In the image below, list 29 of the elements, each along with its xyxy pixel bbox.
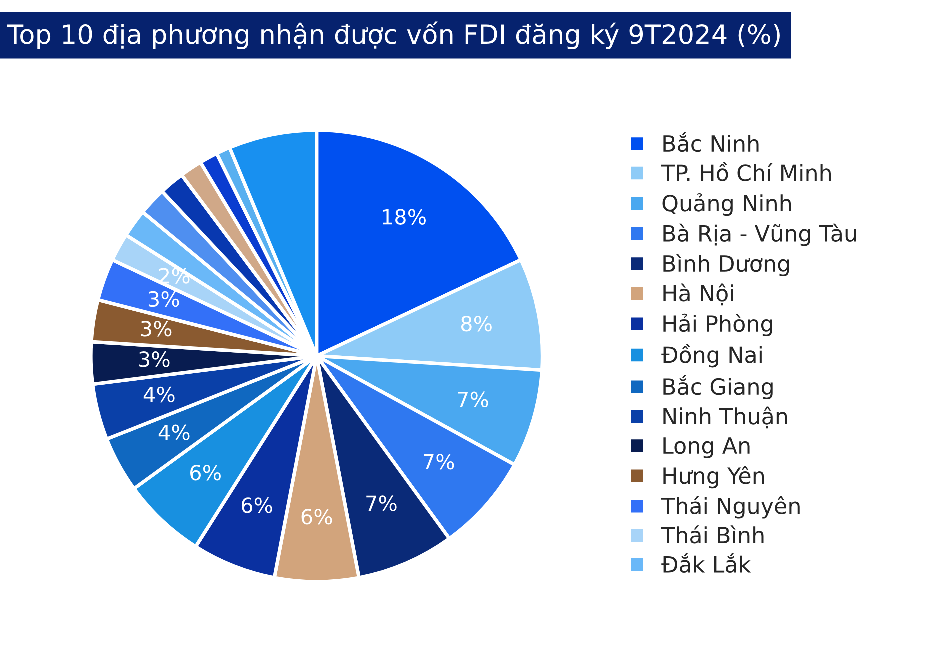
data-label: 3% <box>141 321 172 337</box>
legend-label: Đồng Nai <box>662 344 762 368</box>
data-label: 6% <box>190 464 221 481</box>
data-label: 7% <box>458 392 488 408</box>
legend-label: Hà Nội <box>664 284 734 306</box>
data-label: 6% <box>242 498 272 514</box>
legend-label: Thái Nguyên <box>661 496 800 519</box>
legend-label: Long An <box>664 438 750 458</box>
data-label: 3% <box>148 291 180 308</box>
data-label: 18% <box>383 209 426 225</box>
data-label: 3% <box>139 352 170 368</box>
data-label: 4% <box>158 424 190 441</box>
legend-label: Bắc Ninh <box>664 132 759 152</box>
legend-label: Hưng Yên <box>664 466 764 489</box>
legend-label: Quảng Ninh <box>662 194 792 216</box>
data-label: 6% <box>302 509 332 525</box>
data-label: 8% <box>461 316 492 332</box>
legend-label: Bình Dương <box>664 254 790 276</box>
legend-label: TP. Hồ Chí Minh <box>661 162 831 182</box>
data-label: 7% <box>366 496 397 512</box>
legend-label: Bà Rịa - Vũng Tàu <box>664 224 856 246</box>
legend-label: Thái Bình <box>661 526 764 544</box>
legend-label: Đắk Lắk <box>662 553 752 574</box>
chart-title: Top 10 địa phương nhận được vốn FDI đăng ký 9T2024 (%) <box>7 22 780 50</box>
data-label: 7% <box>424 454 454 470</box>
data-label: 4% <box>144 386 175 403</box>
legend-label: Ninh Thuận <box>664 406 788 429</box>
legend-label: Hải Phòng <box>664 314 772 337</box>
legend-label: Bắc Giang <box>664 375 773 400</box>
